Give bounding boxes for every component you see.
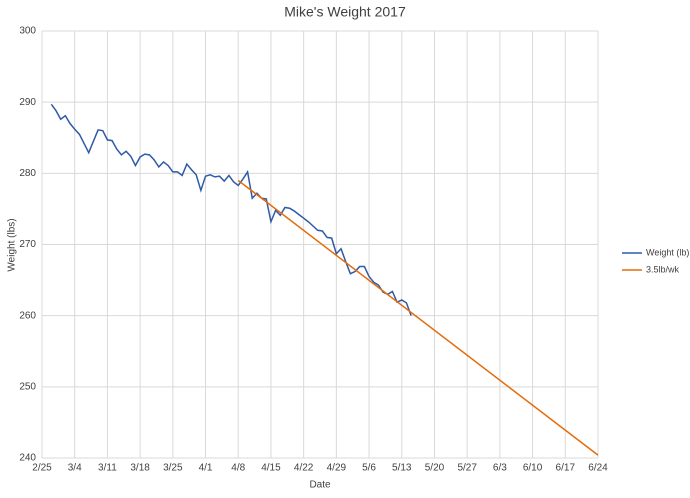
x-axis-label: Date [309, 480, 331, 491]
x-tick-label: 3/18 [130, 463, 150, 474]
x-tick-label: 6/3 [493, 463, 507, 474]
y-tick-label: 290 [19, 97, 36, 108]
x-tick-label: 4/1 [199, 463, 213, 474]
chart-title: Mike's Weight 2017 [284, 4, 406, 20]
x-tick-label: 5/27 [457, 463, 477, 474]
legend-label: Weight (lb) [646, 247, 689, 257]
y-tick-label: 270 [19, 239, 36, 250]
x-tick-label: 4/22 [294, 463, 314, 474]
data-line [50, 103, 412, 316]
x-tick-label: 2/25 [32, 463, 52, 474]
x-tick-label: 3/25 [163, 463, 183, 474]
y-tick-label: 240 [19, 453, 36, 464]
y-tick-label: 260 [19, 310, 36, 321]
x-tick-label: 3/4 [68, 463, 82, 474]
x-tick-label: 5/13 [392, 463, 412, 474]
x-tick-label: 6/17 [556, 463, 576, 474]
x-tick-label: 4/29 [327, 463, 347, 474]
y-tick-label: 280 [19, 168, 36, 179]
y-axis-label: Weight (lbs) [7, 218, 18, 271]
y-tick-label: 250 [19, 381, 36, 392]
legend-label: 3.5lb/wk [646, 264, 680, 274]
x-tick-label: 5/20 [425, 463, 445, 474]
x-tick-label: 4/15 [261, 463, 281, 474]
x-tick-label: 6/24 [588, 463, 608, 474]
x-tick-label: 3/11 [98, 463, 117, 474]
data-line [237, 179, 599, 456]
x-tick-label: 4/8 [231, 463, 245, 474]
y-tick-label: 300 [19, 26, 36, 37]
x-tick-label: 5/6 [362, 463, 376, 474]
x-tick-label: 6/10 [523, 463, 543, 474]
